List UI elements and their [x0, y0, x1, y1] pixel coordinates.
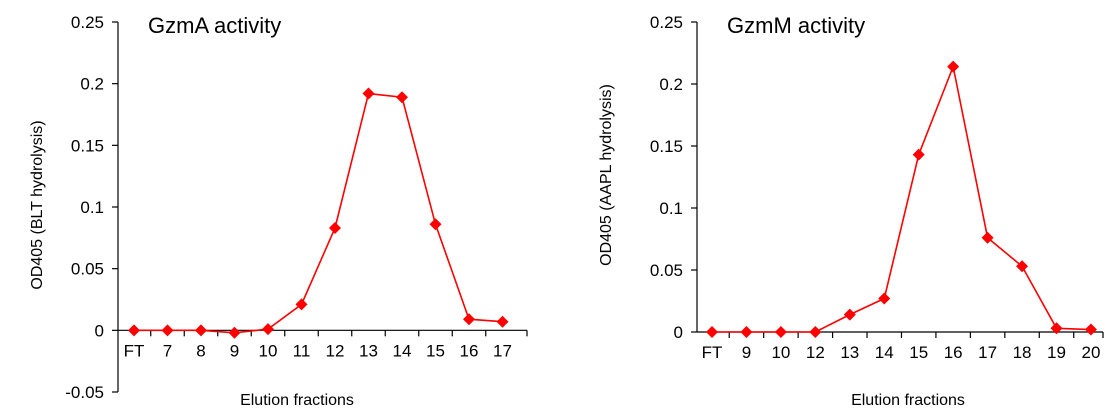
data-point-marker [843, 308, 856, 321]
data-point-marker [429, 218, 442, 231]
x-tick-label: 10 [771, 343, 790, 362]
y-tick-label: 0.2 [80, 75, 104, 94]
y-tick-label: 0.25 [650, 13, 683, 32]
data-point-marker [161, 324, 174, 337]
y-tick-label: 0.05 [71, 260, 104, 279]
data-point-marker [295, 298, 308, 311]
x-tick-label: FT [702, 343, 723, 362]
data-point-marker [740, 326, 753, 338]
data-point-marker [774, 326, 787, 338]
x-tick-label: 11 [293, 341, 311, 360]
x-tick-label: 18 [1013, 343, 1032, 362]
x-tick-label: 13 [840, 343, 859, 362]
x-tick-label: 14 [393, 341, 412, 360]
y-tick-label: 0 [95, 321, 104, 340]
chart-panel-gzmm: GzmM activity 0 0.05 0.1 0.15 0.2 0.25 FT 9 10 12 1… [598, 13, 1104, 409]
x-tick-label: 8 [196, 341, 205, 360]
data-point-marker [228, 326, 241, 339]
data-point-marker [878, 292, 891, 305]
x-axis-title: Elution fractions [240, 392, 354, 409]
y-tick-label: 0.15 [650, 137, 683, 156]
x-tick-label: 20 [1081, 343, 1100, 362]
x-tick-label: 17 [978, 343, 997, 362]
data-point-marker [912, 148, 925, 161]
x-tick-label: 12 [806, 343, 825, 362]
chart-title: GzmM activity [727, 13, 865, 38]
series-line [712, 63, 1091, 333]
data-point-marker [706, 326, 718, 338]
data-point-marker [128, 324, 140, 337]
x-tick-label: 16 [460, 341, 479, 360]
data-point-marker [1016, 260, 1029, 273]
x-tick-label: 17 [493, 341, 512, 360]
chart-title: GzmA activity [148, 13, 281, 38]
y-tick-label: 0.1 [659, 199, 683, 218]
y-tick-label: 0.15 [71, 136, 104, 155]
x-tick-label: 13 [359, 341, 378, 360]
series-line [134, 92, 503, 334]
y-tick-label: -0.05 [65, 383, 104, 402]
x-tick-label: 19 [1047, 343, 1066, 362]
data-point-marker [262, 323, 274, 336]
x-tick-label: 14 [875, 343, 894, 362]
data-point-marker [329, 221, 341, 234]
data-point-marker [362, 87, 375, 100]
y-tick-label: 0.2 [659, 75, 683, 94]
data-point-marker [496, 315, 509, 328]
data-point-marker [809, 326, 822, 338]
data-point-marker [1050, 322, 1063, 335]
x-tick-label: 15 [909, 343, 928, 362]
x-tick-label: 7 [163, 341, 172, 360]
y-tick-label: 0.1 [80, 198, 104, 217]
x-tick-label: 9 [230, 341, 239, 360]
x-tick-label: 10 [259, 341, 278, 360]
data-point-marker [947, 60, 960, 73]
x-tick-label: 15 [426, 341, 445, 360]
x-axis-title: Elution fractions [851, 392, 965, 409]
data-point-marker [981, 231, 994, 244]
x-tick-label: 12 [326, 341, 345, 360]
data-point-marker [396, 91, 408, 104]
data-point-marker [195, 324, 207, 337]
y-axis-title: OD405 (BLT hydrolysis) [29, 120, 46, 289]
y-axis-title: OD405 (AAPL hydrolysis) [598, 84, 615, 266]
y-tick-label: 0.25 [71, 13, 104, 32]
y-tick-label: 0.05 [650, 261, 683, 280]
data-point-marker [1084, 323, 1097, 336]
x-tick-label: 16 [944, 343, 963, 362]
x-tick-label: FT [124, 341, 145, 360]
data-point-marker [463, 313, 475, 326]
chart-panel-gzma: GzmA activity -0.05 0 0.05 0.1 0.15 0.2 0.25 FT 7… [29, 13, 528, 409]
y-tick-label: 0 [674, 323, 683, 342]
x-tick-label: 9 [742, 343, 751, 362]
